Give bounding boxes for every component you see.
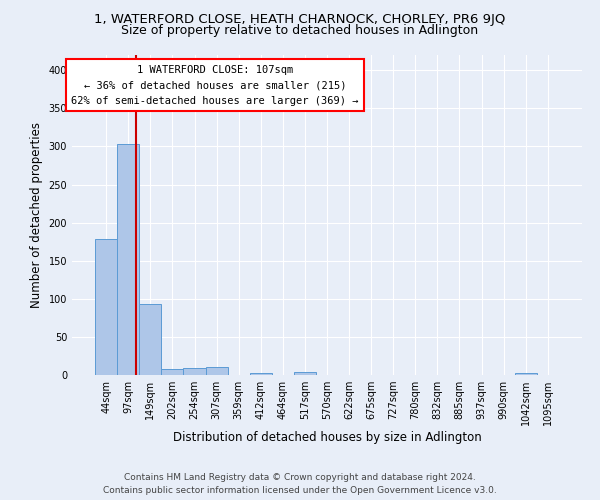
X-axis label: Distribution of detached houses by size in Adlington: Distribution of detached houses by size … <box>173 431 481 444</box>
Bar <box>117 144 139 375</box>
Text: Contains HM Land Registry data © Crown copyright and database right 2024.
Contai: Contains HM Land Registry data © Crown c… <box>103 474 497 495</box>
Bar <box>139 304 161 375</box>
Bar <box>184 368 206 375</box>
Text: 1 WATERFORD CLOSE: 107sqm
← 36% of detached houses are smaller (215)
62% of semi: 1 WATERFORD CLOSE: 107sqm ← 36% of detac… <box>71 64 359 106</box>
Bar <box>206 368 227 375</box>
Bar <box>515 372 537 375</box>
Bar <box>161 369 184 375</box>
Y-axis label: Number of detached properties: Number of detached properties <box>30 122 43 308</box>
Text: 1, WATERFORD CLOSE, HEATH CHARNOCK, CHORLEY, PR6 9JQ: 1, WATERFORD CLOSE, HEATH CHARNOCK, CHOR… <box>94 12 506 26</box>
Bar <box>250 372 272 375</box>
Bar <box>294 372 316 375</box>
Text: Size of property relative to detached houses in Adlington: Size of property relative to detached ho… <box>121 24 479 37</box>
Bar <box>95 240 117 375</box>
